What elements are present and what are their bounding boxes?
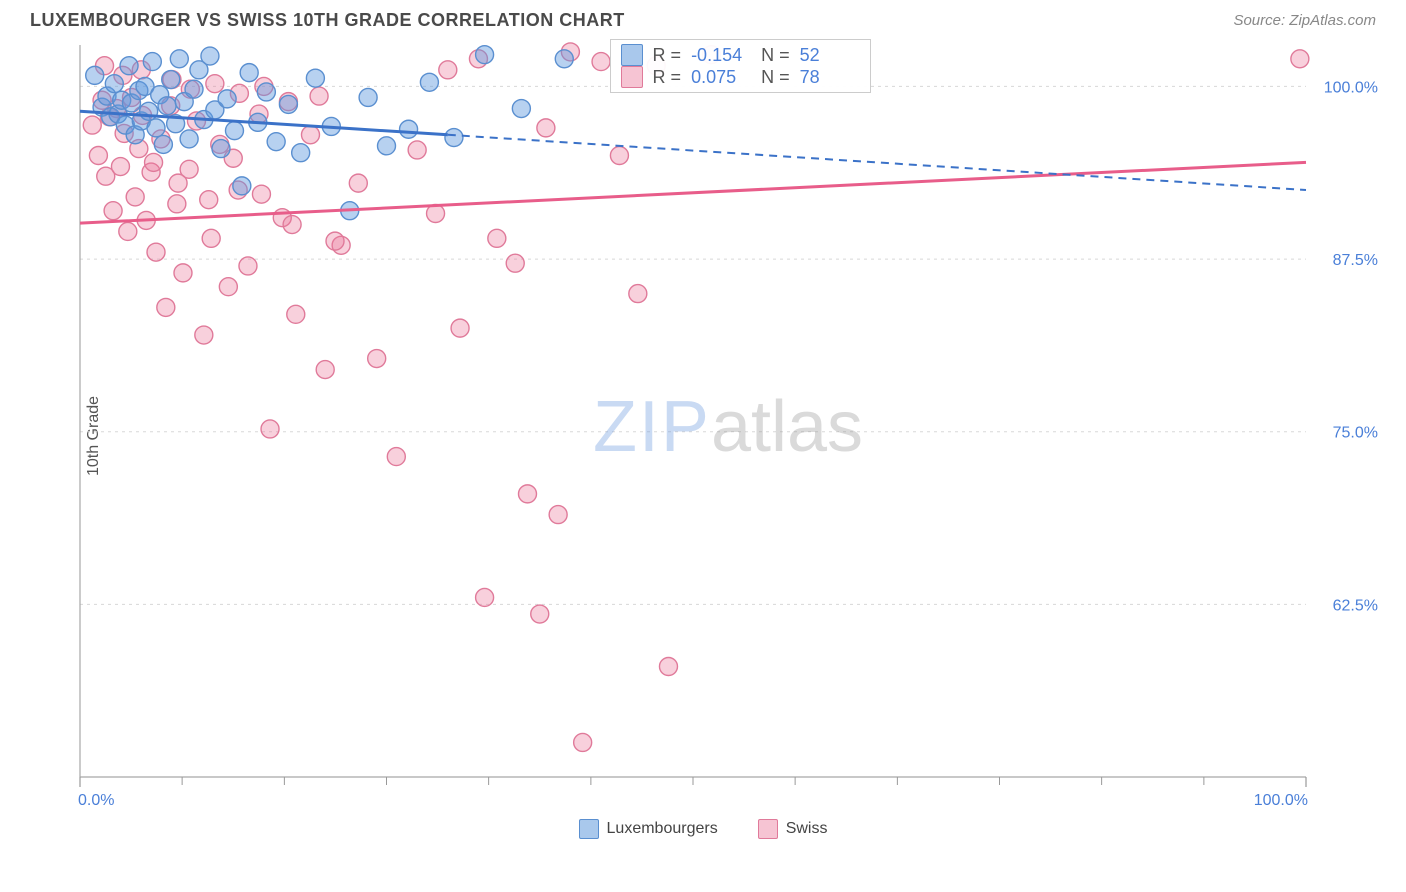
svg-text:100.0%: 100.0% <box>1254 792 1308 809</box>
chart-area: 10th Grade 62.5%75.0%87.5%100.0%0.0%100.… <box>70 37 1386 817</box>
stats-legend-box: R = -0.154 N = 52 R = 0.075 N = 78 <box>610 39 871 93</box>
stats-row-swiss: R = 0.075 N = 78 <box>621 66 860 88</box>
swiss-n-value: 78 <box>800 67 860 88</box>
lux-legend-swatch-icon <box>579 819 599 839</box>
svg-text:0.0%: 0.0% <box>78 792 114 809</box>
lux-n-value: 52 <box>800 45 860 66</box>
legend-item-lux: Luxembourgers <box>579 819 718 839</box>
swiss-legend-swatch-icon <box>758 819 778 839</box>
svg-text:75.0%: 75.0% <box>1333 425 1378 442</box>
swiss-swatch-icon <box>621 66 643 88</box>
n-label: N = <box>761 45 790 66</box>
swiss-r-value: 0.075 <box>691 67 751 88</box>
chart-header: LUXEMBOURGER VS SWISS 10TH GRADE CORRELA… <box>0 0 1406 37</box>
lux-r-value: -0.154 <box>691 45 751 66</box>
swiss-legend-label: Swiss <box>786 820 828 838</box>
stats-row-lux: R = -0.154 N = 52 <box>621 44 860 66</box>
svg-text:100.0%: 100.0% <box>1324 79 1378 96</box>
legend-item-swiss: Swiss <box>758 819 828 839</box>
svg-text:62.5%: 62.5% <box>1333 597 1378 614</box>
chart-title: LUXEMBOURGER VS SWISS 10TH GRADE CORRELA… <box>30 10 625 31</box>
bottom-legend: Luxembourgers Swiss <box>0 819 1406 839</box>
scatter-plot: 62.5% 75.0% 87.5% 100.0% 0.0% 100.0% <box>70 37 1386 817</box>
source-attribution: Source: ZipAtlas.com <box>1233 12 1376 29</box>
lux-legend-label: Luxembourgers <box>607 820 718 838</box>
r-label: R = <box>653 45 682 66</box>
n-label-2: N = <box>761 67 790 88</box>
lux-swatch-icon <box>621 44 643 66</box>
svg-text:87.5%: 87.5% <box>1333 252 1378 269</box>
r-label-2: R = <box>653 67 682 88</box>
